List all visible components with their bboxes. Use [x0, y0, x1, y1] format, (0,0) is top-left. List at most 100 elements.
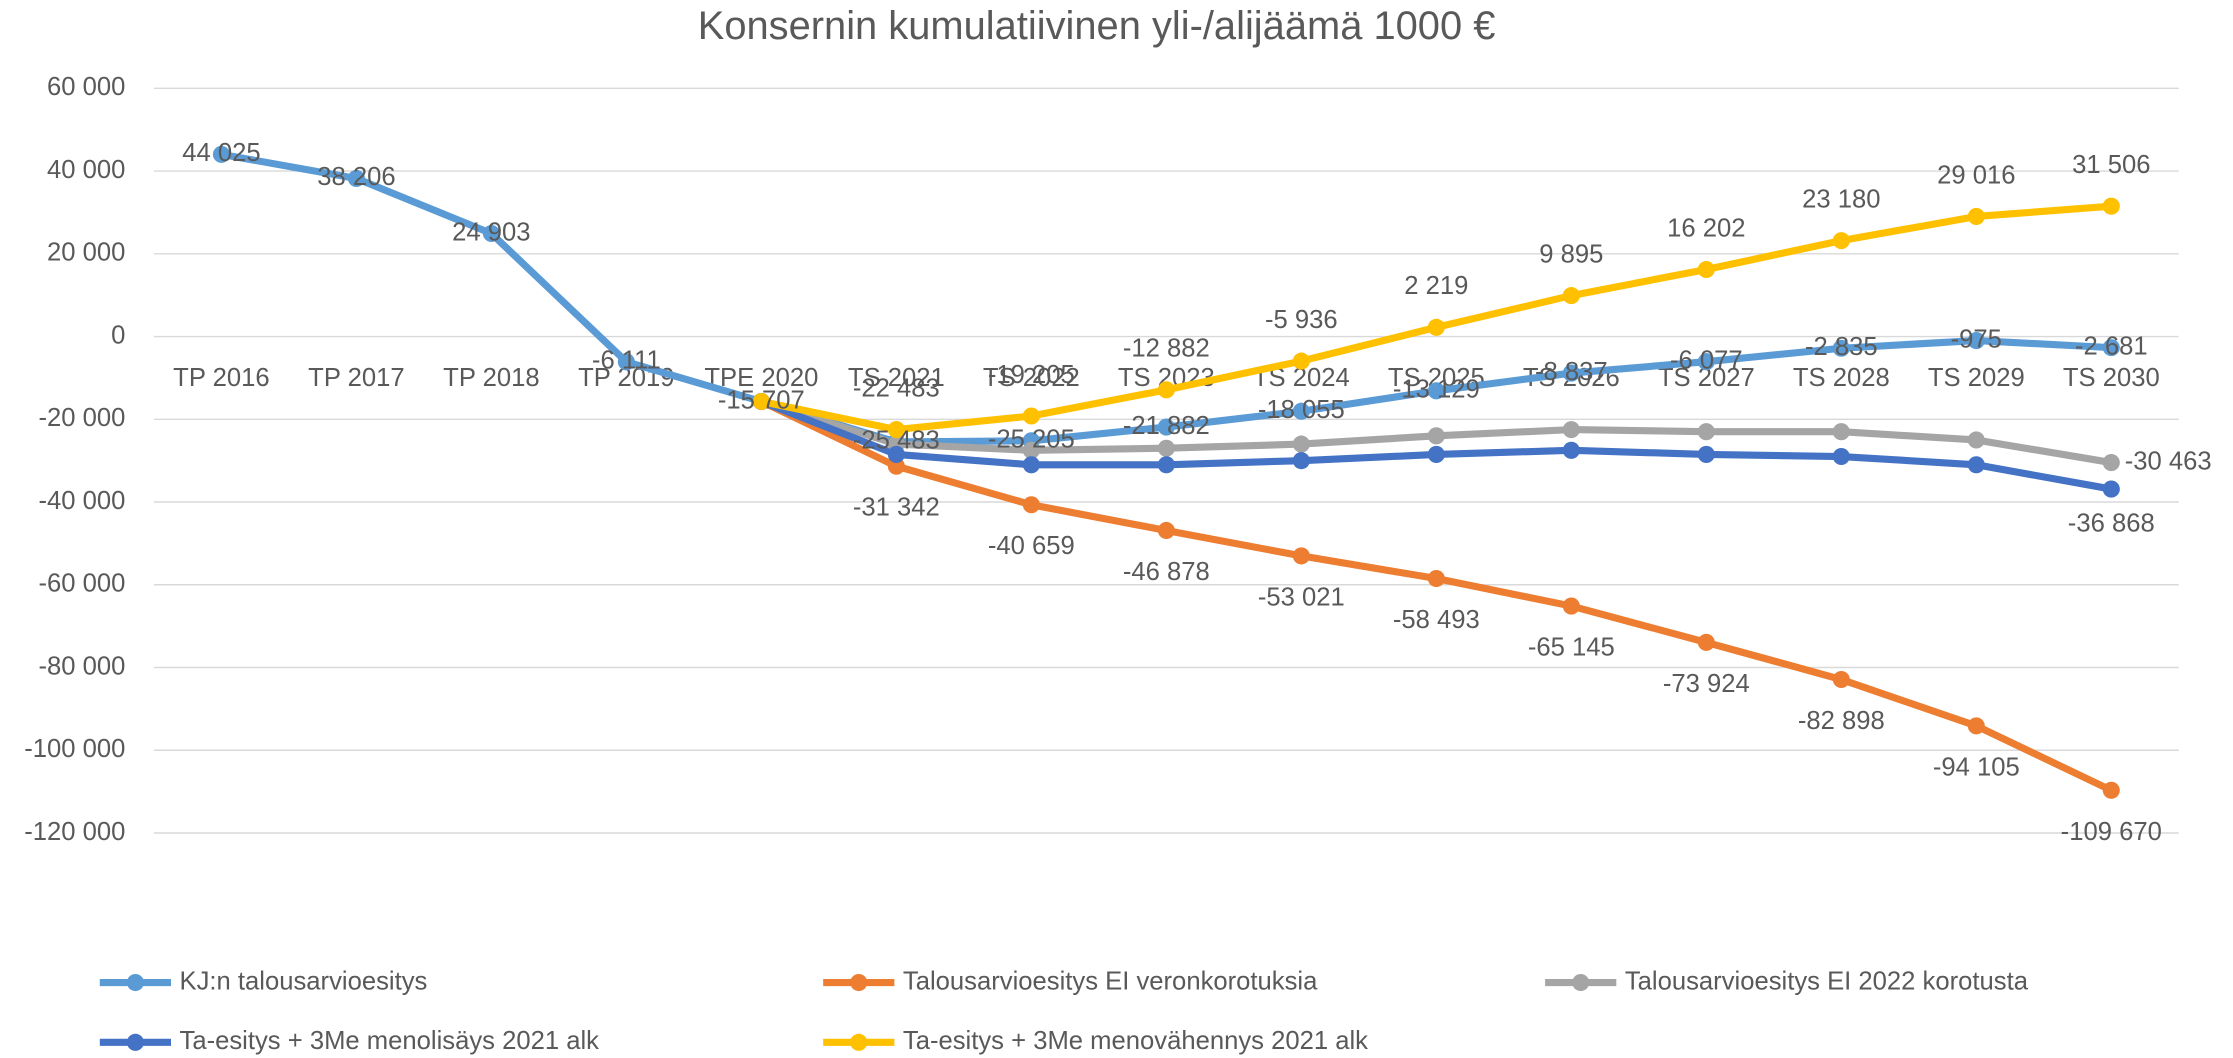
data-label: -12 882 — [1123, 335, 1210, 363]
data-label: -13 129 — [1393, 376, 1480, 404]
x-tick-label: TS 2022 — [983, 364, 1080, 392]
data-point — [1967, 332, 1985, 350]
data-point — [1832, 339, 1850, 357]
data-label: -18 055 — [1258, 396, 1345, 424]
y-tick-label: -60 000 — [39, 570, 126, 598]
x-tick-label: TP 2017 — [308, 364, 404, 392]
data-label: -30 463 — [2125, 447, 2212, 475]
x-tick-label: TS 2029 — [1928, 364, 2025, 392]
data-point — [1562, 287, 1580, 305]
data-point — [212, 145, 230, 163]
data-label: -31 342 — [853, 494, 940, 522]
y-tick-label: -120 000 — [24, 818, 125, 846]
data-label: -65 145 — [1528, 634, 1615, 662]
data-point — [1292, 352, 1310, 370]
data-label: -94 105 — [1933, 753, 2020, 781]
data-label: -5 936 — [1265, 306, 1338, 334]
data-label: -40 659 — [988, 532, 1075, 560]
data-label: 9 895 — [1539, 240, 1603, 268]
data-point — [1292, 402, 1310, 420]
chart-title: Konsernin kumulatiivinen yli-/alijäämä 1… — [698, 4, 1496, 48]
data-label: -22 483 — [853, 374, 940, 402]
data-label: 2 219 — [1404, 272, 1468, 300]
data-label: 16 202 — [1667, 214, 1745, 242]
data-label: -82 898 — [1798, 707, 1885, 735]
data-point — [1697, 353, 1715, 371]
data-point — [1967, 456, 1985, 474]
data-point — [1427, 382, 1445, 400]
data-label: -6 111 — [592, 347, 661, 375]
data-label: 31 506 — [2072, 151, 2150, 179]
data-label: -19 205 — [988, 361, 1075, 389]
data-point — [1157, 439, 1175, 457]
data-point — [1292, 547, 1310, 565]
data-point — [1427, 569, 1445, 588]
data-label: -25 483 — [853, 427, 940, 455]
data-point — [887, 421, 905, 439]
data-label: 38 206 — [317, 163, 395, 191]
data-point — [1697, 633, 1715, 651]
data-point — [2102, 480, 2120, 498]
x-tick-label: TS 2021 — [848, 364, 945, 392]
legend-marker — [126, 973, 144, 992]
data-label: -6 077 — [1670, 346, 1743, 374]
legend-label: Ta-esitys + 3Me menolisäys 2021 alk — [180, 1027, 600, 1055]
y-tick-label: 20 000 — [47, 239, 125, 267]
data-point — [1427, 318, 1445, 336]
data-label: -36 868 — [2068, 509, 2155, 537]
data-label: -2 681 — [2075, 332, 2148, 360]
data-point — [1967, 717, 1985, 735]
data-point — [887, 457, 905, 475]
data-point — [1832, 232, 1850, 250]
data-point — [1562, 597, 1580, 615]
data-point — [347, 169, 365, 187]
data-label: 24 903 — [452, 218, 530, 246]
data-point — [2102, 339, 2120, 357]
legend-marker — [850, 973, 868, 992]
data-point — [1967, 207, 1985, 226]
legend-label: KJ:n talousarvioesitys — [180, 967, 428, 995]
data-point — [1022, 407, 1040, 425]
data-point — [2102, 781, 2120, 799]
data-point — [1022, 441, 1040, 459]
data-point — [1157, 418, 1175, 436]
data-point — [1967, 431, 1985, 449]
data-point — [1832, 423, 1850, 441]
legend-label: Talousarvioesitys EI 2022 korotusta — [1625, 967, 2029, 995]
y-tick-label: -40 000 — [39, 487, 126, 515]
data-point — [1562, 421, 1580, 439]
data-label: 29 016 — [1937, 161, 2015, 189]
legend-marker — [850, 1033, 868, 1051]
x-tick-label: TP 2016 — [173, 364, 269, 392]
y-tick-label: 0 — [111, 321, 125, 349]
x-tick-label: TP 2018 — [443, 364, 539, 392]
data-point — [2102, 454, 2120, 472]
data-label: -15 707 — [718, 386, 805, 414]
data-label: -58 493 — [1393, 606, 1480, 634]
legend-marker — [1572, 973, 1590, 992]
data-label: -46 878 — [1123, 558, 1210, 586]
data-point — [617, 353, 635, 371]
data-point — [2102, 197, 2120, 215]
data-point — [1697, 445, 1715, 463]
data-point — [482, 224, 500, 243]
data-point — [1832, 447, 1850, 466]
data-point — [1292, 452, 1310, 470]
data-label: -2 835 — [1805, 333, 1878, 361]
data-label: -73 924 — [1663, 670, 1750, 698]
data-point — [1562, 364, 1580, 382]
y-tick-label: -20 000 — [39, 404, 126, 432]
data-point — [1427, 427, 1445, 445]
data-point — [1832, 670, 1850, 689]
y-tick-label: -80 000 — [39, 652, 126, 680]
data-point — [1157, 381, 1175, 399]
data-point — [1427, 445, 1445, 463]
x-tick-label: TS 2030 — [2063, 364, 2160, 392]
data-label: -21 882 — [1123, 412, 1210, 440]
data-label: 44 025 — [182, 139, 260, 167]
y-tick-label: -100 000 — [24, 735, 125, 763]
data-point — [752, 392, 770, 411]
data-point — [1157, 456, 1175, 474]
legend-label: Ta-esitys + 3Me menovähennys 2021 alk — [903, 1027, 1368, 1055]
